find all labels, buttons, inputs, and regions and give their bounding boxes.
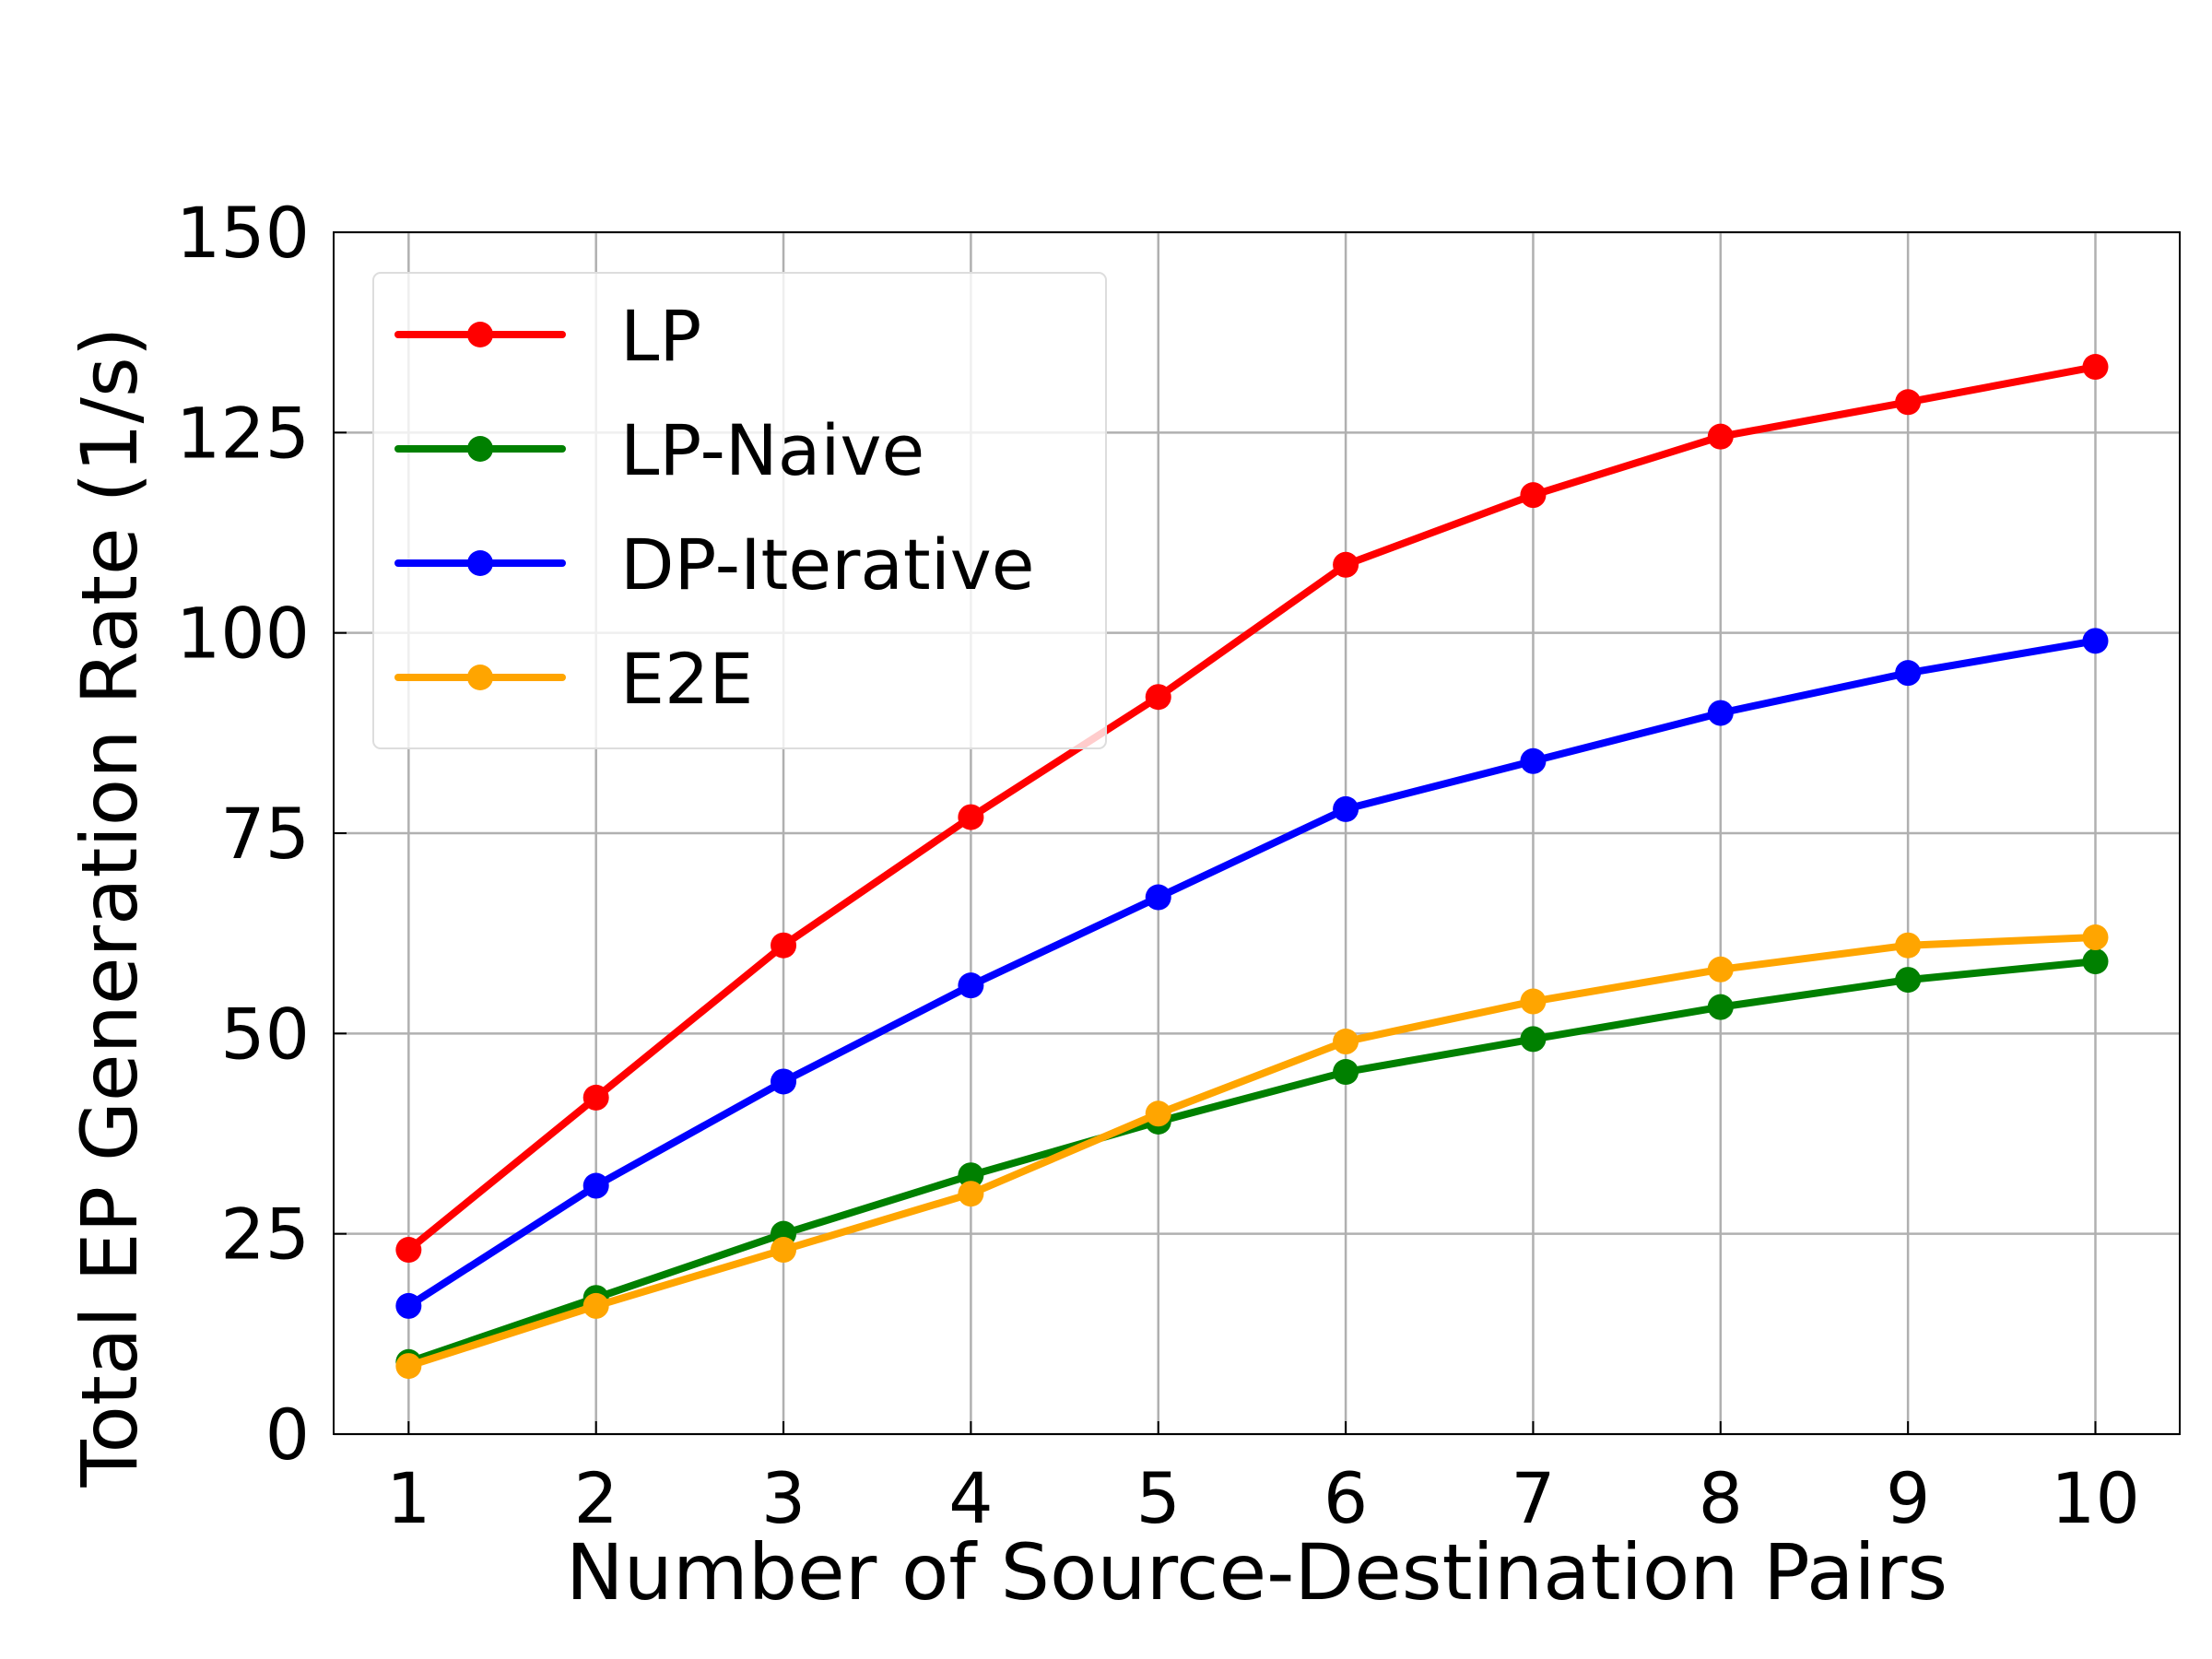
data-point — [582, 1172, 609, 1199]
data-point — [771, 932, 797, 959]
data-point — [1707, 956, 1734, 982]
data-point — [582, 1292, 609, 1319]
series-line — [405, 363, 2100, 1254]
series-lines — [395, 354, 2109, 1380]
data-point — [2082, 948, 2109, 975]
data-point — [395, 1353, 422, 1380]
legend-label: DP-Iterative — [620, 524, 1035, 606]
y-tick-label: 0 — [265, 1394, 310, 1476]
legend-swatch-marker — [467, 665, 493, 690]
data-point — [1895, 967, 1922, 994]
legend-swatch-marker — [467, 322, 493, 347]
y-tick-label: 125 — [176, 392, 310, 474]
x-tick-label: 10 — [2051, 1457, 2140, 1539]
series-dp-iterative — [395, 628, 2109, 1319]
data-point — [2082, 354, 2109, 381]
data-point — [582, 1084, 609, 1111]
data-point — [1520, 988, 1547, 1015]
data-point — [958, 972, 984, 999]
series-line — [405, 637, 2100, 1310]
y-tick-label: 100 — [176, 593, 310, 675]
x-tick-label: 9 — [1886, 1457, 1930, 1539]
legend-label: E2E — [620, 638, 753, 720]
legend: LP LP-Naive DP-Iterative E2E — [372, 272, 1107, 749]
x-tick-label: 4 — [948, 1457, 993, 1539]
data-point — [1707, 423, 1734, 450]
series-lp — [395, 354, 2109, 1264]
data-point — [2082, 924, 2109, 951]
x-tick-label: 2 — [574, 1457, 618, 1539]
series-line — [405, 934, 2100, 1371]
legend-box — [372, 272, 1107, 749]
y-tick-label: 25 — [220, 1194, 310, 1276]
data-point — [958, 804, 984, 830]
legend-item: DP-Iterative — [394, 524, 1035, 606]
data-point — [1520, 1026, 1547, 1053]
x-tick-label: 7 — [1511, 1457, 1555, 1539]
legend-label: LP — [620, 295, 701, 377]
x-tick-label: 1 — [386, 1457, 430, 1539]
x-tick-label: 3 — [761, 1457, 806, 1539]
data-point — [1707, 700, 1734, 726]
legend-label: LP-Naive — [620, 409, 924, 491]
series-lp-naive — [395, 948, 2109, 1375]
data-point — [1333, 795, 1359, 822]
legend-item: LP-Naive — [394, 409, 924, 491]
data-point — [958, 1162, 984, 1189]
data-point — [1145, 684, 1171, 711]
y-tick-label: 75 — [220, 793, 310, 875]
data-point — [1333, 1029, 1359, 1055]
data-point — [1145, 884, 1171, 911]
legend-swatch-marker — [467, 436, 493, 462]
x-tick-label: 6 — [1324, 1457, 1368, 1539]
legend-item: LP — [394, 295, 701, 377]
data-point — [1145, 1100, 1171, 1127]
data-point — [1520, 482, 1547, 509]
data-point — [1333, 551, 1359, 578]
y-axis-title: Total EP Generation Rate (1/s) — [65, 327, 155, 1488]
y-tick-label: 50 — [220, 993, 310, 1075]
data-point — [395, 1292, 422, 1319]
series-e2e — [395, 924, 2109, 1380]
data-point — [1895, 660, 1922, 687]
y-tick-label: 150 — [176, 192, 310, 274]
x-tick-label: 5 — [1136, 1457, 1181, 1539]
data-point — [1333, 1059, 1359, 1086]
data-point — [1520, 747, 1547, 774]
legend-swatch-marker — [467, 550, 493, 576]
x-axis-title: Number of Source-Destination Pairs — [566, 1527, 1947, 1618]
data-point — [1707, 994, 1734, 1020]
data-point — [958, 1181, 984, 1207]
data-point — [395, 1237, 422, 1264]
data-point — [2082, 628, 2109, 654]
legend-item: E2E — [394, 638, 753, 720]
data-point — [1895, 389, 1922, 416]
series-line — [405, 958, 2100, 1366]
x-tick-label: 8 — [1699, 1457, 1743, 1539]
data-point — [771, 1068, 797, 1095]
data-point — [1895, 932, 1922, 959]
data-point — [771, 1237, 797, 1264]
